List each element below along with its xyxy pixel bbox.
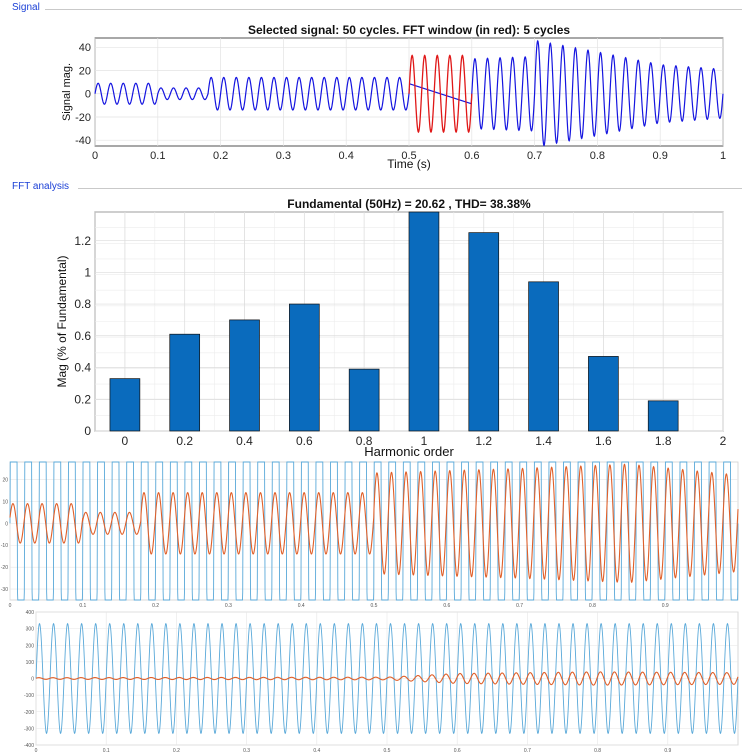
x-tick-label: 1	[720, 150, 726, 162]
y-tick-label: -100	[24, 693, 34, 699]
signal-reference-chart: 0 0.1 0.2 0.3 0.4 0.5 0.6 0.7 0.8 0.9 400 300 200 100…	[24, 610, 739, 754]
y-tick-label: 0.2	[74, 392, 91, 406]
x-tick-label: 0.9	[662, 603, 669, 608]
x-tick-label: 0.7	[527, 150, 542, 162]
x-tick-label: 0.7	[516, 603, 523, 608]
y-tick-label: -300	[24, 726, 34, 732]
x-tick-label: 0.3	[243, 748, 250, 754]
x-tick-label: 0.2	[152, 603, 159, 608]
fft-bar	[229, 319, 260, 432]
x-tick-label: 0.4	[339, 150, 354, 162]
x-tick-label: 0.3	[225, 603, 232, 608]
x-tick-label: 0	[35, 748, 38, 754]
signal-x-axis-label: Time (s)	[387, 157, 431, 171]
x-tick-label: 0.5	[371, 603, 378, 608]
fft-panel-label: FFT analysis	[12, 181, 70, 192]
reference-wave-line	[9, 461, 739, 601]
x-tick-label: 1.6	[595, 434, 612, 448]
y-tick-label: -30	[1, 587, 8, 593]
x-tick-label: 0.2	[173, 748, 180, 754]
x-tick-label: 0.1	[79, 603, 86, 608]
y-tick-label: -200	[24, 710, 34, 716]
fft-bar	[109, 378, 141, 432]
fft-bar	[588, 356, 619, 432]
x-tick-label: 0	[92, 150, 98, 162]
fft-bar	[468, 232, 500, 432]
y-tick-label: 40	[79, 42, 91, 54]
x-tick-label: 0.5	[401, 150, 416, 162]
fft-bar	[348, 368, 380, 432]
x-tick-label: 0.2	[213, 150, 228, 162]
signal-chart-title: Selected signal: 50 cycles. FFT window (…	[248, 23, 570, 37]
x-tick-label: 0.5	[384, 748, 391, 754]
x-tick-label: 0.8	[356, 434, 373, 448]
fft-bar	[289, 303, 320, 432]
fft-bar	[528, 281, 559, 432]
signal-wave-line	[9, 463, 739, 584]
fft-bar-chart: 0 0.2 0.4 0.6 0.8 1 1.2 1.4 1.6 1.8 2 0 0.2 0.4 0.6 0.8…	[55, 197, 727, 458]
x-tick-label: 0.9	[664, 748, 671, 754]
x-tick-label: 1.2	[475, 434, 492, 448]
x-tick-label: 0.1	[103, 748, 110, 754]
fft-x-axis-label: Harmonic order	[364, 444, 454, 458]
x-tick-label: 0	[9, 603, 12, 608]
signal-overlay-chart: 0 0.1 0.2 0.3 0.4 0.5 0.6 0.7 0.8 0.9 20 10 0 -10 -20 -…	[1, 461, 739, 608]
fft-chart-title: Fundamental (50Hz) = 20.62 , THD= 38.38%	[287, 197, 531, 211]
y-tick-label: 0.8	[74, 297, 91, 311]
x-tick-label: 1	[421, 434, 428, 448]
x-tick-label: 1.8	[655, 434, 672, 448]
y-tick-label: -10	[1, 543, 8, 549]
y-tick-label: 0.6	[74, 329, 91, 343]
x-tick-label: 0.6	[443, 603, 450, 608]
fft-y-axis-label: Mag (% of Fundamental)	[55, 255, 69, 387]
y-tick-label: 0.4	[74, 361, 91, 375]
y-tick-label: 400	[26, 610, 35, 616]
x-tick-label: 2	[720, 434, 727, 448]
y-tick-label: 20	[79, 65, 91, 77]
x-tick-label: 0.6	[296, 434, 313, 448]
signal-chart: 0 0.1 0.2 0.3 0.4 0.5 0.6 0.7 0.8 0.9 1 -40 -20 0 20 40…	[61, 23, 726, 171]
fft-bar	[169, 333, 201, 432]
x-tick-label: 0.4	[298, 603, 305, 608]
y-tick-label: -40	[75, 135, 91, 147]
x-tick-label: 0.3	[276, 150, 291, 162]
x-tick-label: 0.4	[236, 434, 253, 448]
x-tick-label: 0.6	[454, 748, 461, 754]
y-tick-label: -20	[1, 565, 8, 571]
y-tick-label: 0	[84, 424, 91, 438]
x-tick-label: 0.4	[313, 748, 320, 754]
y-tick-label: 1	[84, 266, 91, 280]
fft-bar	[647, 400, 679, 432]
x-tick-label: 0.6	[464, 150, 479, 162]
y-tick-label: 100	[26, 660, 35, 666]
y-tick-label: -20	[75, 112, 91, 124]
x-tick-label: 0.1	[150, 150, 165, 162]
fft-bar	[408, 211, 440, 432]
y-tick-label: 20	[2, 478, 8, 484]
y-tick-label: 300	[26, 627, 35, 633]
fft-window-line	[408, 54, 473, 134]
y-tick-label: 10	[2, 499, 8, 505]
signal-series-line	[409, 39, 724, 147]
fft-panel-divider	[78, 188, 742, 189]
y-tick-label: 1.2	[74, 234, 91, 248]
x-tick-label: 0.7	[524, 748, 531, 754]
x-tick-label: 1.4	[535, 434, 552, 448]
x-tick-label: 0.9	[653, 150, 668, 162]
x-tick-label: 0.8	[590, 150, 605, 162]
signal-panel-divider	[45, 9, 742, 10]
y-tick-label: 200	[26, 643, 35, 649]
signal-series-line	[94, 76, 410, 111]
y-tick-label: 0	[31, 677, 34, 683]
y-tick-label: -400	[24, 743, 34, 749]
x-tick-label: 0.8	[589, 603, 596, 608]
y-tick-label: 0	[85, 89, 91, 101]
signal-panel-label: Signal	[12, 2, 40, 13]
x-tick-label: 0.8	[594, 748, 601, 754]
x-tick-label: 0	[122, 434, 129, 448]
y-tick-label: 0	[5, 521, 8, 527]
signal-wave-line	[35, 671, 739, 686]
signal-y-axis-label: Signal mag.	[61, 63, 73, 121]
x-tick-label: 0.2	[176, 434, 193, 448]
